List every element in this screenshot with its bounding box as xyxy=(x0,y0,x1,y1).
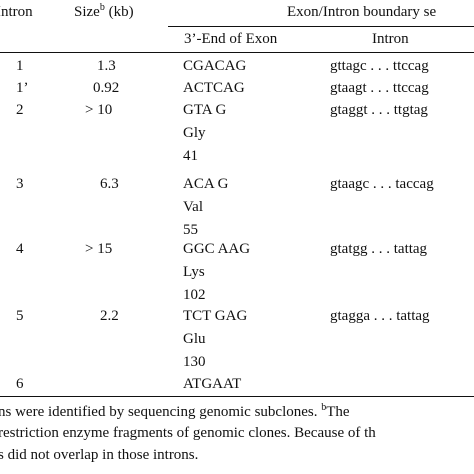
table-row-4-seq: gtatgg . . . tattag xyxy=(330,241,428,257)
header-size-unit: (kb) xyxy=(104,4,134,20)
table-row-5-seq: gtagga . . . tattag xyxy=(330,308,430,324)
footnote-line-1: ns were identified by sequencing genomic… xyxy=(0,402,350,421)
table-row-6-intron: 6 xyxy=(16,376,24,392)
header-size-text: Size xyxy=(74,4,100,20)
table-row-5-exon-aa: Glu xyxy=(183,331,206,347)
table-row-2-size: > 10 xyxy=(85,102,113,118)
table-row-3-intron: 3 xyxy=(16,176,24,192)
header-bottom-rule xyxy=(0,52,474,53)
table-row-4-exon-pos: 102 xyxy=(183,287,206,303)
table-row-2-intron: 2 xyxy=(16,102,24,118)
table-row-3-exon-pos: 55 xyxy=(183,222,198,238)
footnote-b-mark: b xyxy=(321,402,327,413)
table-row-1-intron: 1 xyxy=(16,58,24,74)
table-row-5-exon-codon: TCT GAG xyxy=(183,308,248,324)
table-row-6-exon: ATGAAT xyxy=(183,376,242,392)
table-row-4-exon-aa: Lys xyxy=(183,264,205,280)
table-bottom-rule xyxy=(0,396,474,397)
table-row-1prime-intron: 1’ xyxy=(16,80,29,96)
table-row-2-seq: gtaggt . . . ttgtag xyxy=(330,102,428,118)
table-row-1prime-seq: gtaagt . . . ttccag xyxy=(330,80,429,96)
table-row-3-exon-aa: Val xyxy=(183,199,203,215)
footnote-line-1-text: ns were identified by sequencing genomic… xyxy=(0,404,318,420)
footnote-line-2: restriction enzyme fragments of genomic … xyxy=(0,425,376,441)
table-row-2-exon-codon: GTA G xyxy=(183,102,227,118)
table-row-2-exon-pos: 41 xyxy=(183,148,198,164)
table-row-5-size: 2.2 xyxy=(100,308,119,324)
table-row-1-size: 1.3 xyxy=(97,58,116,74)
table-row-1prime-size: 0.92 xyxy=(93,80,120,96)
header-intron: Intron xyxy=(0,4,33,20)
table-row-1-exon: CGACAG xyxy=(183,58,247,74)
table-row-1-seq: gttagc . . . ttccag xyxy=(330,58,429,74)
header-intron-seq: Intron xyxy=(372,31,409,47)
table-row-5-intron: 5 xyxy=(16,308,24,324)
header-boundary-group: Exon/Intron boundary se xyxy=(287,4,437,20)
footnote-line-3: s did not overlap in those introns. xyxy=(0,447,199,463)
table-row-4-intron: 4 xyxy=(16,241,24,257)
table-row-4-size: > 15 xyxy=(85,241,113,257)
table-row-3-exon-codon: ACA G xyxy=(183,176,229,192)
header-size-footnote-mark: b xyxy=(99,2,105,13)
footnote-line-1-tail: The xyxy=(326,404,350,420)
table-row-2-exon-aa: Gly xyxy=(183,125,206,141)
table-row-5-exon-pos: 130 xyxy=(183,354,206,370)
group-rule xyxy=(168,26,474,27)
table-row-1prime-exon: ACTCAG xyxy=(183,80,245,96)
table-row-3-seq: gtaagc . . . taccag xyxy=(330,176,434,192)
header-size: Sizeb (kb) xyxy=(74,2,134,21)
table-row-3-size: 6.3 xyxy=(100,176,119,192)
table-row-4-exon-codon: GGC AAG xyxy=(183,241,251,257)
header-exon-end: 3’-End of Exon xyxy=(184,31,278,47)
